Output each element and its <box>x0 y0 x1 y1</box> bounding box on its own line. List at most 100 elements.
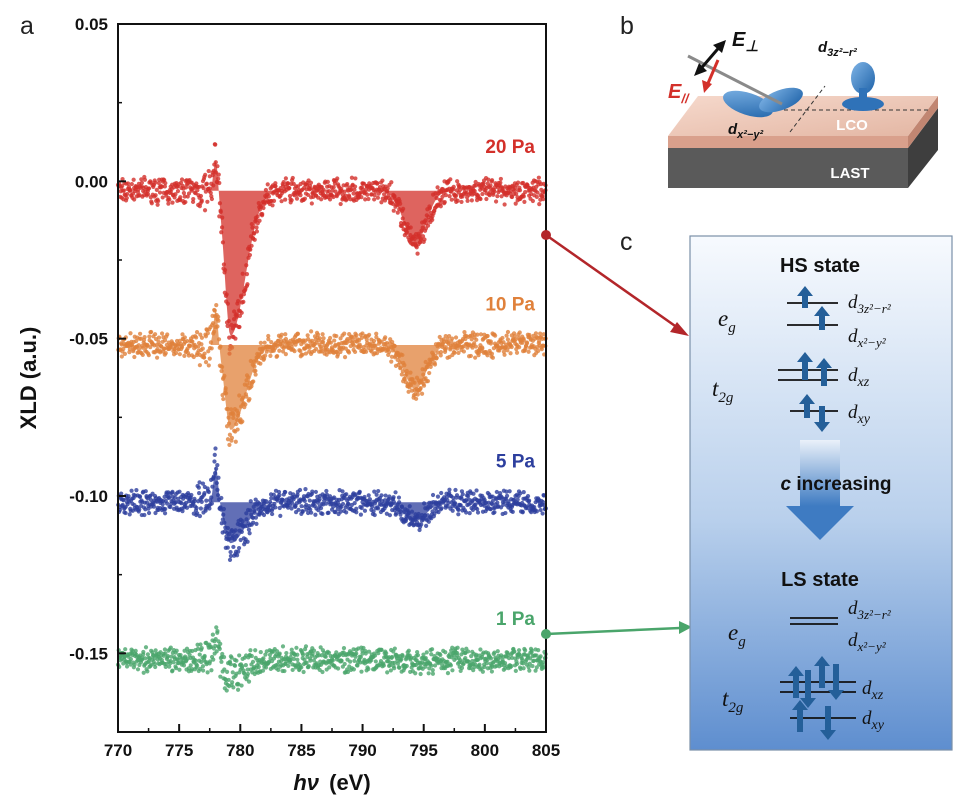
panel-letter-a: a <box>20 12 34 40</box>
data-point <box>280 644 286 649</box>
data-point <box>214 625 219 630</box>
data-point <box>289 500 295 505</box>
data-point <box>165 332 170 337</box>
data-point <box>225 406 230 412</box>
data-point <box>215 164 220 169</box>
data-point <box>207 506 212 511</box>
data-point <box>426 519 431 524</box>
data-point <box>398 201 403 206</box>
data-point <box>379 200 384 205</box>
data-point <box>421 372 426 377</box>
hs-down-arrow-1 <box>814 406 830 432</box>
data-point <box>515 497 520 502</box>
data-point <box>167 664 172 669</box>
data-point <box>237 313 243 318</box>
data-point <box>278 513 283 518</box>
data-point <box>234 421 239 427</box>
data-point <box>352 349 358 355</box>
data-point <box>132 197 137 202</box>
data-point <box>438 652 443 658</box>
data-point <box>359 335 364 340</box>
data-point <box>328 335 333 341</box>
data-point <box>256 664 261 670</box>
data-point <box>199 335 205 340</box>
data-point <box>478 332 484 337</box>
data-point <box>492 510 497 515</box>
data-point <box>239 529 244 534</box>
data-point <box>289 647 294 652</box>
data-point <box>142 177 148 182</box>
data-point <box>393 490 398 495</box>
data-point <box>181 190 186 196</box>
data-point <box>275 353 280 359</box>
data-point <box>303 644 309 649</box>
data-point <box>162 346 167 351</box>
ls-up-arrow-2 <box>814 656 830 688</box>
data-point <box>209 196 214 202</box>
data-point <box>490 355 495 360</box>
data-point <box>221 654 227 660</box>
data-point <box>509 655 515 660</box>
series-label: 20 Pa <box>485 137 535 158</box>
data-point <box>166 201 171 206</box>
data-point <box>500 335 505 341</box>
data-point <box>163 181 168 186</box>
ls-down-arrow-3 <box>820 706 836 740</box>
increase-arrow-head <box>786 506 854 540</box>
data-point <box>430 217 435 222</box>
hs-d-xy-label: dxy <box>848 402 871 427</box>
data-point <box>299 504 304 509</box>
data-point <box>188 663 193 668</box>
data-point <box>156 198 161 204</box>
data-point <box>424 650 429 655</box>
data-point <box>352 184 358 189</box>
data-point <box>241 299 246 304</box>
data-point <box>473 502 478 507</box>
data-point <box>201 668 206 673</box>
series-5-pa <box>116 446 548 562</box>
data-point <box>186 353 191 358</box>
series-layer: 20 Pa 10 Pa 5 Pa 1 Pa <box>115 137 548 693</box>
data-point <box>392 343 397 349</box>
xld-chart: 20 Pa 10 Pa 5 Pa 1 Pa 770 775 780 785 790 795 800… <box>16 15 560 795</box>
data-point <box>225 323 230 329</box>
data-point <box>318 645 323 650</box>
data-point <box>390 654 395 660</box>
x-axis-title-unit: (eV) <box>329 770 371 795</box>
data-point <box>258 649 263 655</box>
data-point <box>521 337 526 343</box>
data-point <box>540 499 546 505</box>
data-point <box>436 510 441 515</box>
series-fill-l2 <box>374 344 455 390</box>
panel-letter-c: c <box>620 228 633 256</box>
data-point <box>506 652 511 657</box>
data-point <box>365 192 370 197</box>
data-point <box>252 237 257 242</box>
ls-d-x2-label: dx²−y² <box>848 630 887 654</box>
data-point <box>308 180 314 185</box>
data-point <box>128 331 133 336</box>
data-point <box>399 504 405 509</box>
data-point <box>204 498 209 503</box>
data-point <box>415 251 420 256</box>
x-tick-label: 780 <box>226 741 254 760</box>
data-point <box>173 192 178 197</box>
data-point <box>119 354 124 359</box>
data-point <box>354 333 359 338</box>
data-point <box>209 495 214 500</box>
data-point <box>381 663 386 668</box>
data-point <box>124 195 129 201</box>
data-point <box>146 510 152 516</box>
data-point <box>202 653 207 659</box>
data-point <box>309 329 314 334</box>
data-point <box>207 659 213 664</box>
data-point <box>466 659 471 665</box>
data-point <box>194 505 199 511</box>
data-point <box>258 340 263 345</box>
y-tick-label: -0.15 <box>69 644 108 663</box>
data-point <box>178 195 183 200</box>
data-point <box>120 183 125 188</box>
data-point <box>148 345 153 350</box>
data-point <box>190 648 195 654</box>
